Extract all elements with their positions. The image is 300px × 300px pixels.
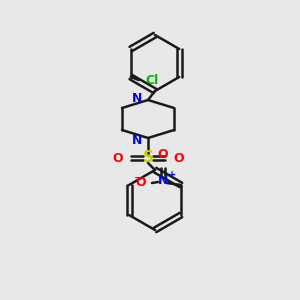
Text: O: O: [158, 148, 168, 161]
Text: O: O: [135, 176, 146, 190]
Text: N: N: [158, 173, 168, 187]
Text: Cl: Cl: [146, 74, 159, 88]
Text: O: O: [173, 152, 184, 164]
Text: −: −: [134, 173, 144, 183]
Text: S: S: [142, 151, 154, 166]
Text: +: +: [168, 170, 176, 180]
Text: O: O: [112, 152, 123, 164]
Text: N: N: [132, 92, 142, 104]
Text: N: N: [132, 134, 142, 146]
